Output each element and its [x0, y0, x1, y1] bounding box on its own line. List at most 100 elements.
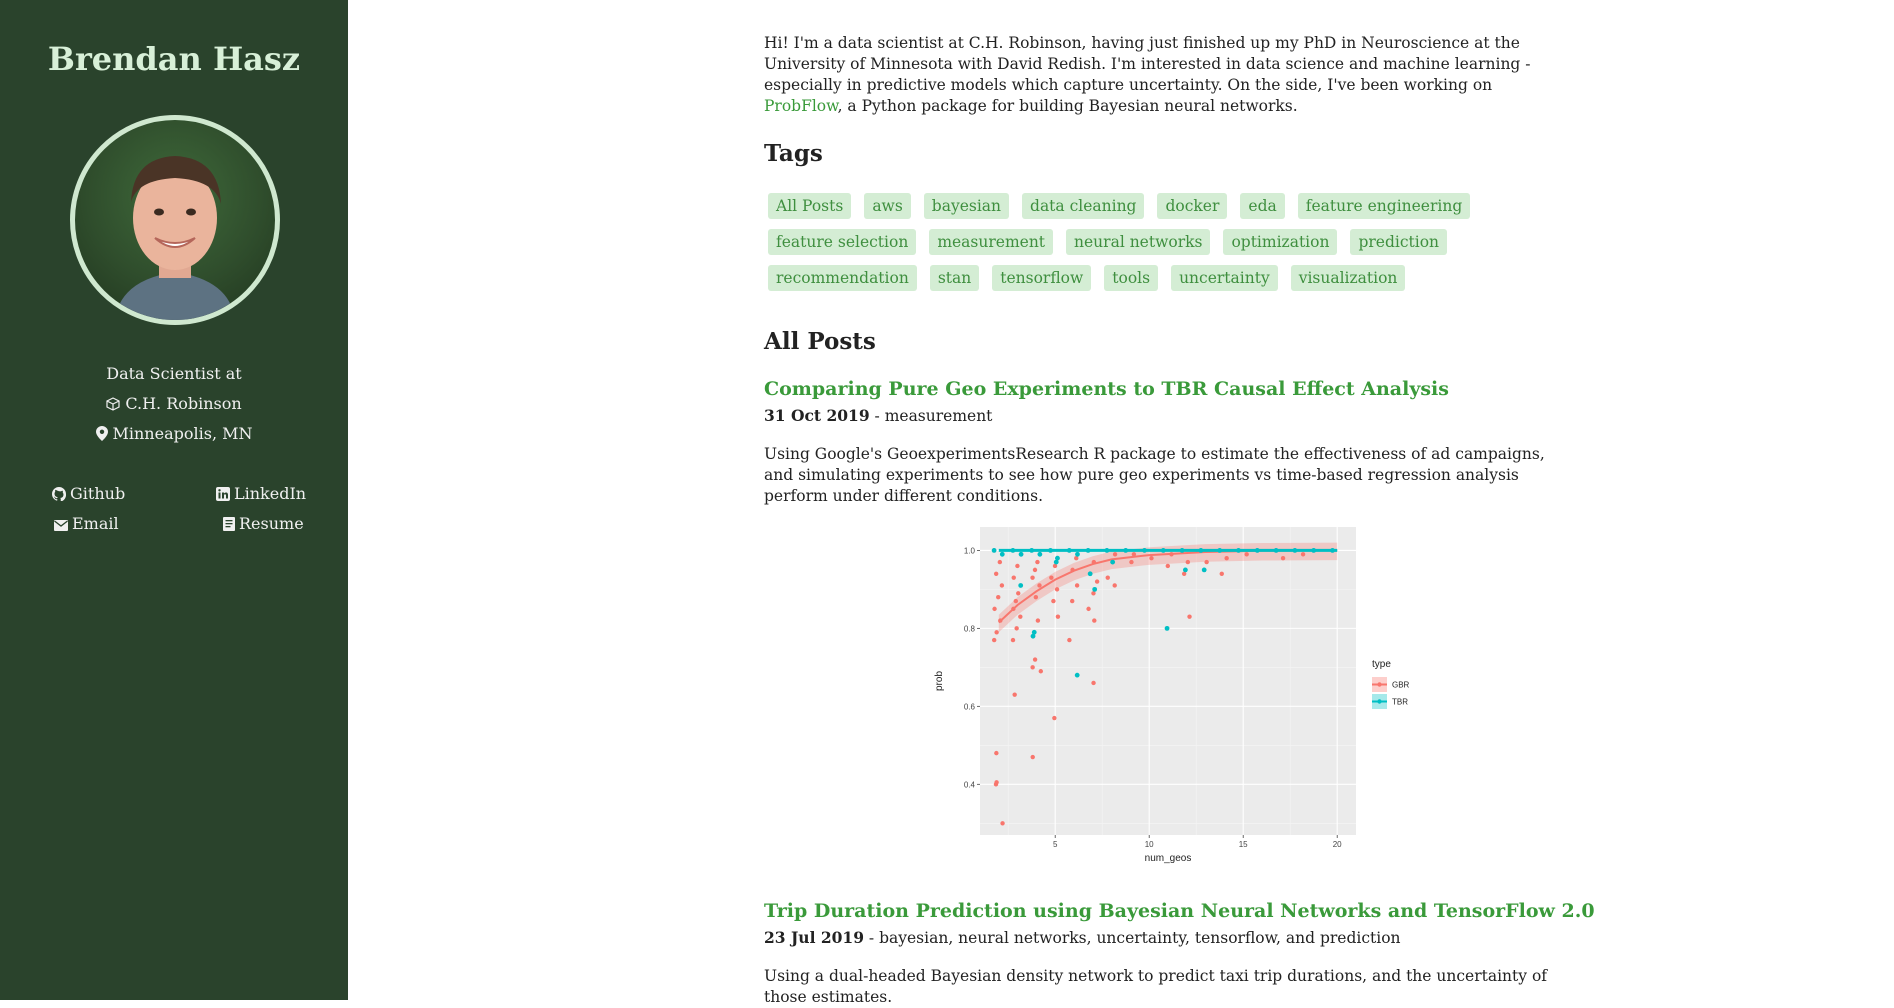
point-GBR	[1010, 637, 1016, 643]
tag-all-posts[interactable]: All Posts	[768, 193, 852, 219]
y-axis-label: prob	[934, 671, 945, 691]
point-TBR	[1030, 633, 1036, 639]
x-tick-label: 15	[1239, 840, 1248, 849]
point-GBR	[1030, 575, 1035, 580]
point-TBR	[1092, 586, 1098, 592]
avatar-portrait	[115, 156, 235, 320]
point-GBR	[1018, 614, 1023, 619]
point-GBR	[1033, 594, 1039, 600]
point-GBR	[1091, 680, 1096, 686]
legend-dot-GBR	[1377, 682, 1382, 687]
point-TBR	[1075, 551, 1080, 557]
point-GBR	[997, 559, 1003, 565]
legend-title: type	[1372, 659, 1391, 670]
point-TBR	[1031, 629, 1037, 635]
point-GBR	[1105, 575, 1110, 580]
company-line: C.H. Robinson	[0, 394, 348, 413]
post-title-geo-experiments[interactable]: Comparing Pure Geo Experiments to TBR Ca…	[764, 378, 1449, 400]
tag-bayesian[interactable]: bayesian	[923, 193, 1010, 219]
point-GBR	[1204, 559, 1209, 565]
point-TBR	[1110, 559, 1116, 565]
tag-feature-engineering[interactable]: feature engineering	[1297, 193, 1471, 219]
point-GBR	[1035, 618, 1041, 623]
tag-eda[interactable]: eda	[1240, 193, 1285, 219]
tag-visualization[interactable]: visualization	[1290, 265, 1406, 291]
intro-text-after: , a Python package for building Bayesian…	[837, 97, 1298, 115]
point-GBR	[1074, 583, 1080, 588]
point-GBR	[1052, 563, 1058, 569]
point-GBR	[1181, 571, 1187, 576]
point-TBR	[999, 551, 1005, 557]
y-tick-label: 0.4	[964, 780, 976, 789]
tag-measurement[interactable]: measurement	[929, 229, 1054, 255]
point-GBR	[1000, 821, 1005, 826]
envelope-icon	[54, 520, 68, 531]
point-GBR	[996, 594, 1001, 600]
intro-text-before: Hi! I'm a data scientist at C.H. Robinso…	[764, 34, 1531, 94]
avatar	[70, 115, 280, 325]
point-TBR	[1087, 571, 1093, 577]
document-icon	[223, 517, 235, 531]
x-tick-label: 10	[1145, 840, 1154, 849]
point-TBR	[1182, 567, 1188, 573]
email-link[interactable]: Email	[54, 514, 119, 533]
legend-dot-TBR	[1377, 699, 1382, 704]
point-GBR	[1187, 614, 1192, 619]
point-TBR	[1055, 555, 1060, 561]
tag-aws[interactable]: aws	[864, 193, 911, 219]
tag-cloud: All Posts aws bayesian data cleaning docker e…	[768, 193, 1558, 301]
tag-neural-networks[interactable]: neural networks	[1066, 229, 1211, 255]
point-TBR	[1053, 559, 1059, 565]
tag-data-cleaning[interactable]: data cleaning	[1022, 193, 1145, 219]
all-posts-heading: All Posts	[764, 328, 876, 355]
tag-tools[interactable]: tools	[1104, 265, 1159, 291]
github-icon	[52, 487, 67, 502]
tag-feature-selection[interactable]: feature selection	[768, 229, 917, 255]
tag-recommendation[interactable]: recommendation	[768, 265, 917, 291]
point-GBR	[1049, 575, 1054, 580]
tag-row: All Posts aws bayesian data cleaning docker e…	[768, 193, 1558, 219]
point-GBR	[994, 630, 999, 635]
tag-prediction[interactable]: prediction	[1350, 229, 1448, 255]
tag-row: recommendation stan tensorflow tools uncerta…	[768, 265, 1558, 291]
tags-heading: Tags	[764, 140, 823, 167]
github-link[interactable]: Github	[52, 484, 125, 503]
linkedin-link[interactable]: LinkedIn	[216, 484, 306, 503]
point-GBR	[1086, 606, 1091, 612]
tag-stan[interactable]: stan	[929, 265, 980, 291]
point-GBR	[1032, 657, 1038, 662]
point-GBR	[1094, 579, 1100, 584]
point-GBR	[1012, 692, 1017, 697]
point-TBR	[1201, 567, 1207, 573]
point-GBR	[999, 583, 1005, 588]
point-TBR	[1164, 625, 1170, 631]
point-GBR	[1074, 555, 1079, 561]
sidebar: Brendan Hasz Data Scientist at C.H. Robi…	[0, 0, 348, 1000]
post-meta-geo-experiments: 31 Oct 2019 - measurement	[764, 406, 992, 425]
point-GBR	[1131, 552, 1137, 557]
location-text: Minneapolis, MN	[112, 424, 253, 443]
point-GBR	[994, 780, 999, 785]
post-description-trip-duration: Using a dual-headed Bayesian density net…	[764, 967, 1548, 1006]
point-GBR	[1030, 665, 1035, 670]
point-TBR	[991, 547, 997, 553]
tag-tensorflow[interactable]: tensorflow	[992, 265, 1092, 291]
tag-optimization[interactable]: optimization	[1223, 229, 1338, 255]
point-GBR	[1165, 563, 1171, 569]
post-title-trip-duration[interactable]: Trip Duration Prediction using Bayesian …	[764, 900, 1595, 922]
probflow-link[interactable]: ProbFlow	[764, 97, 838, 115]
point-GBR	[1052, 715, 1057, 721]
y-tick-label: 0.8	[964, 624, 976, 633]
point-GBR	[1015, 563, 1020, 569]
y-tick-label: 1.0	[964, 546, 976, 555]
post-date: 31 Oct 2019	[764, 406, 870, 425]
resume-label: Resume	[239, 514, 304, 533]
tag-row: feature selection measurement neural netwo…	[768, 229, 1558, 255]
point-GBR	[1011, 575, 1016, 580]
tag-uncertainty[interactable]: uncertainty	[1171, 265, 1278, 291]
point-TBR	[1074, 672, 1080, 678]
point-GBR	[1030, 754, 1035, 760]
tag-docker[interactable]: docker	[1157, 193, 1228, 219]
site-title[interactable]: Brendan Hasz	[47, 40, 301, 78]
resume-link[interactable]: Resume	[223, 514, 304, 533]
